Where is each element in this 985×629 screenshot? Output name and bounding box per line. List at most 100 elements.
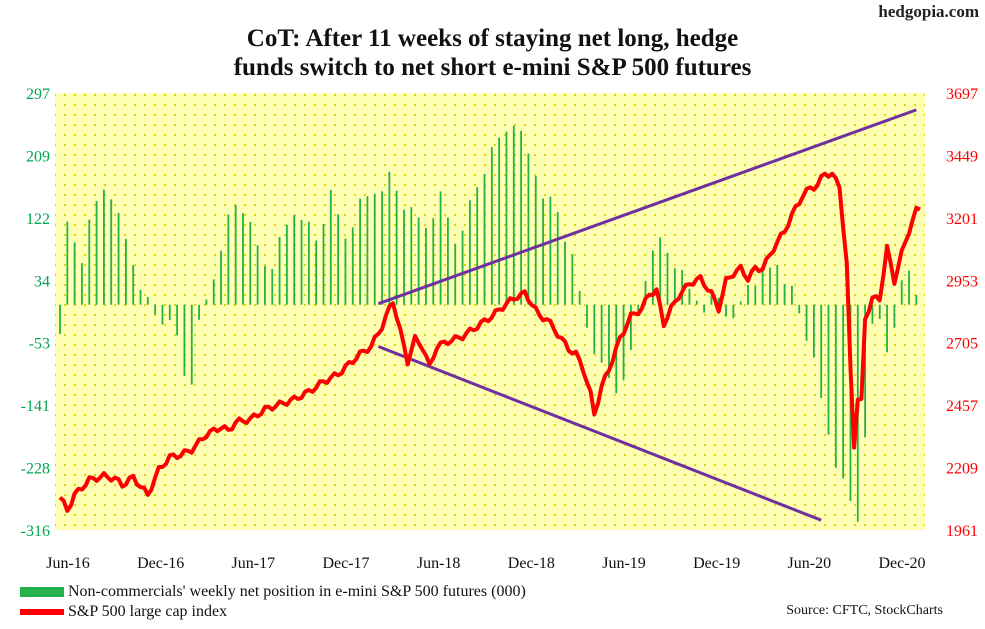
bar xyxy=(820,304,823,398)
bar xyxy=(490,147,493,305)
bar xyxy=(871,304,874,324)
legend-bars-label: Non-commercials' weekly net position in … xyxy=(68,583,526,600)
bar xyxy=(629,304,632,350)
bar xyxy=(783,284,786,305)
bar xyxy=(732,304,735,319)
bar xyxy=(468,200,471,305)
bar xyxy=(893,304,896,328)
bar xyxy=(805,304,808,341)
bar xyxy=(307,221,310,305)
bar xyxy=(242,213,244,305)
bar xyxy=(644,280,647,305)
bar xyxy=(549,196,552,305)
left-tick-label: -53 xyxy=(29,336,50,353)
bar xyxy=(66,221,69,305)
bar xyxy=(366,196,369,305)
bar xyxy=(900,280,903,305)
bar xyxy=(454,243,457,305)
bar xyxy=(447,217,449,305)
bar xyxy=(95,200,98,305)
bar xyxy=(556,212,559,305)
bar xyxy=(776,265,779,305)
bar xyxy=(403,209,405,305)
bar xyxy=(915,294,918,305)
legend-line: S&P 500 large cap index xyxy=(20,603,227,621)
position-bars xyxy=(59,125,918,522)
legend-bars-swatch xyxy=(20,587,64,598)
bar xyxy=(351,227,354,305)
left-tick-label: -316 xyxy=(21,523,50,540)
bar xyxy=(337,214,340,305)
bar xyxy=(673,268,676,305)
chart-title-line1: CoT: After 11 weeks of staying net long,… xyxy=(246,25,739,52)
bar xyxy=(542,198,544,305)
bar xyxy=(139,289,142,305)
right-tick-label: 3449 xyxy=(946,148,978,165)
bar xyxy=(183,304,186,376)
bar xyxy=(110,199,113,305)
x-tick-label: Jun-19 xyxy=(602,555,646,572)
bar xyxy=(190,304,193,385)
source-note: Source: CFTC, StockCharts xyxy=(786,603,943,618)
bar xyxy=(798,304,801,314)
bar xyxy=(293,215,296,305)
right-tick-label: 2457 xyxy=(946,398,978,415)
x-tick-label: Jun-20 xyxy=(788,555,832,572)
bar xyxy=(315,240,318,305)
x-tick-label: Jun-16 xyxy=(46,555,90,572)
bar xyxy=(754,286,757,305)
bar xyxy=(388,171,391,305)
bar xyxy=(132,265,135,305)
bar xyxy=(410,207,413,305)
trendline-upper xyxy=(377,108,917,306)
bar xyxy=(373,193,376,305)
bar xyxy=(425,227,427,305)
left-tick-label: 209 xyxy=(26,149,50,166)
bar xyxy=(264,266,266,305)
bar xyxy=(747,284,749,305)
bar xyxy=(512,125,515,305)
bar xyxy=(73,242,76,305)
left-tick-label: 34 xyxy=(34,273,50,290)
bar xyxy=(329,189,332,305)
bar xyxy=(498,137,501,305)
bar xyxy=(827,304,830,435)
bar xyxy=(571,254,574,305)
bar xyxy=(659,237,662,305)
bar xyxy=(717,297,720,305)
bar xyxy=(227,214,230,305)
x-tick-label: Dec-18 xyxy=(508,555,555,572)
bar xyxy=(681,269,684,305)
bar xyxy=(417,217,420,305)
bar xyxy=(271,269,274,305)
bar xyxy=(622,304,625,381)
x-tick-label: Dec-17 xyxy=(322,555,369,572)
bar xyxy=(322,223,325,305)
bar xyxy=(168,304,171,321)
bar xyxy=(256,245,259,305)
bar xyxy=(395,190,398,305)
left-tick-label: -141 xyxy=(21,398,50,415)
bar xyxy=(161,304,164,325)
legend-bars: Non-commercials' weekly net position in … xyxy=(20,583,526,601)
bar xyxy=(703,304,705,313)
bar xyxy=(220,250,222,305)
chart-title-line2: funds switch to net short e-mini S&P 500… xyxy=(233,54,752,81)
bar xyxy=(432,218,435,305)
bar xyxy=(81,263,83,305)
bar xyxy=(154,304,157,315)
right-tick-label: 3201 xyxy=(946,211,978,228)
sp500-line-group xyxy=(58,171,921,513)
bar xyxy=(381,191,383,305)
bar xyxy=(439,191,442,305)
x-tick-label: Jun-17 xyxy=(232,555,276,572)
bar xyxy=(791,285,793,305)
bar xyxy=(695,300,698,305)
x-tick-label: Dec-20 xyxy=(878,555,925,572)
left-axis: 297 209 122 34 -53 -141 -228 -316 xyxy=(21,86,50,540)
x-axis: Jun-16 Dec-16 Jun-17 Dec-17 Jun-18 Dec-18 Jun-… xyxy=(46,555,925,572)
brand-watermark: hedgopia.com xyxy=(878,2,979,21)
bar xyxy=(461,230,464,305)
bar xyxy=(710,296,713,305)
